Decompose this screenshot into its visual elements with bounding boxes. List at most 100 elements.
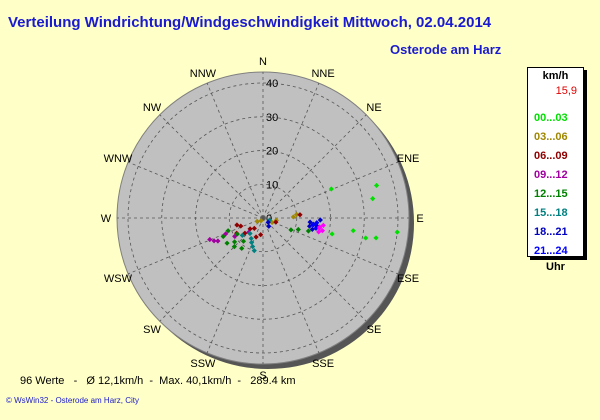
direction-spoke (206, 82, 264, 219)
compass-label: S (259, 370, 266, 382)
legend-current-speed: 15,9 (555, 85, 577, 97)
wind-point (238, 223, 244, 229)
compass-label: E (416, 213, 423, 225)
wind-point (220, 233, 226, 240)
wind-point (297, 212, 303, 218)
wind-point (370, 196, 376, 202)
compass-label: SSW (190, 358, 216, 370)
wind-point (223, 231, 229, 237)
direction-spoke (262, 217, 367, 322)
wind-point (266, 217, 272, 223)
wind-point (329, 231, 335, 237)
compass-label: NW (143, 102, 162, 114)
wind-point (254, 218, 260, 224)
direction-spoke (262, 217, 399, 275)
wind-point (251, 248, 257, 254)
wind-point (316, 229, 322, 235)
wind-point (295, 226, 301, 233)
legend-item: 21...24 (534, 245, 568, 257)
wind-point (288, 227, 294, 233)
wind-point (239, 232, 245, 238)
wind-point (394, 229, 400, 235)
compass-label: WSW (104, 273, 133, 285)
footer-credit: © WsWin32 - Osterode am Harz, City (6, 396, 140, 405)
wind-point (211, 238, 217, 244)
direction-spoke (262, 217, 320, 354)
wind-point (290, 214, 296, 220)
wind-point (207, 236, 213, 243)
wind-point (253, 234, 259, 240)
wind-point (239, 245, 245, 252)
wind-point (309, 226, 315, 232)
direction-spoke (127, 161, 264, 219)
legend-item: 15...18 (534, 207, 568, 219)
radial-tick-label: 30 (266, 112, 278, 124)
wind-point (247, 230, 253, 237)
wind-point (258, 218, 264, 224)
compass-label: SSE (312, 358, 334, 370)
compass-label: NE (366, 102, 381, 114)
legend-unit: km/h (542, 70, 569, 82)
wind-point (317, 224, 323, 230)
wind-point (363, 235, 369, 241)
wind-point (328, 186, 334, 192)
range-ring (161, 116, 365, 320)
direction-spoke (206, 217, 264, 354)
wind-point (265, 219, 271, 225)
compass-label: W (101, 213, 112, 225)
range-ring (228, 183, 298, 253)
compass-label: WNW (104, 153, 133, 165)
radial-tick-label: 20 (266, 146, 278, 158)
wind-point (320, 222, 326, 229)
wind-point (248, 239, 255, 246)
wind-point (350, 228, 356, 234)
legend-item: 18...21 (534, 226, 568, 238)
location-label: Osterode am Harz (390, 42, 502, 57)
wind-point (251, 225, 257, 231)
radial-tick-label: 10 (266, 179, 278, 191)
wind-point (248, 235, 254, 242)
compass-label: SW (143, 324, 161, 336)
wind-point (310, 222, 316, 228)
legend-item: 09...12 (534, 169, 568, 181)
speed-legend: km/h 15,9 00...03 03...06 06...09 09...12 12… (527, 67, 584, 273)
compass-label: ENE (397, 153, 420, 165)
direction-spoke (159, 217, 264, 322)
compass-label: NNE (311, 68, 334, 80)
direction-spoke (262, 82, 320, 219)
radial-tick-label: 40 (266, 78, 278, 90)
wind-point (231, 244, 237, 250)
summary-stats: 96 Werte - Ø 12,1km/h - Max. 40,1km/h - … (20, 375, 296, 387)
wind-point (234, 231, 240, 237)
wind-point (317, 217, 323, 223)
wind-point (273, 219, 279, 225)
wind-point (225, 228, 231, 234)
legend-item: 03...06 (534, 131, 568, 143)
wind-point (234, 222, 240, 228)
legend-item: 06...09 (534, 150, 568, 162)
legend-uhr: Uhr (546, 261, 565, 273)
direction-spoke (159, 114, 264, 219)
legend-item: 12...15 (534, 188, 568, 200)
chart-title: Verteilung Windrichtung/Windgeschwindigk… (8, 14, 492, 31)
wind-point (307, 219, 313, 225)
compass-label: SE (367, 324, 382, 336)
direction-spoke (262, 114, 367, 219)
wind-point (373, 182, 380, 189)
wind-point (305, 228, 312, 234)
wind-point (224, 240, 230, 246)
wind-point (250, 243, 256, 250)
wind-point (258, 232, 264, 238)
legend-item: 00...03 (534, 112, 568, 124)
wind-point (215, 238, 221, 244)
wind-point (314, 220, 320, 226)
wind-point (231, 239, 238, 245)
compass-label: ESE (397, 273, 419, 285)
compass-label: NNW (190, 68, 217, 80)
wind-point (266, 223, 272, 229)
wind-point (240, 238, 247, 244)
wind-point (293, 211, 300, 218)
wind-point (373, 235, 379, 241)
compass-label: N (259, 56, 267, 68)
